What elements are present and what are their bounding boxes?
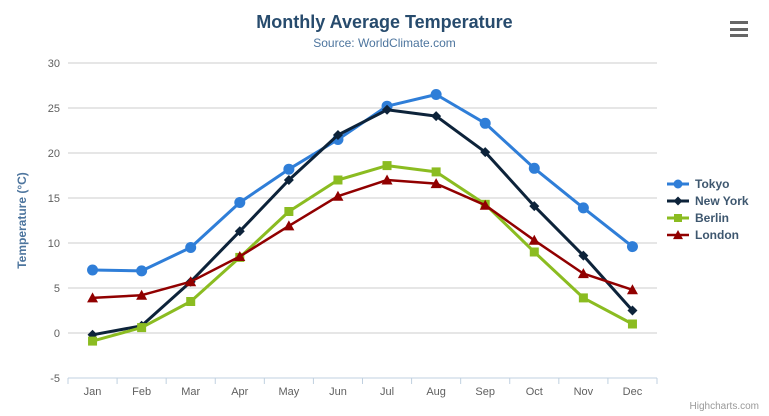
data-point-new-york-jul[interactable] <box>382 104 393 115</box>
triangle-series-marker-icon <box>667 229 689 239</box>
data-point-berlin-nov[interactable] <box>578 293 588 303</box>
series-line <box>92 178 633 300</box>
x-axis-label: Jul <box>380 386 394 398</box>
data-point-tokyo-feb[interactable] <box>136 265 148 277</box>
data-point-london-jan[interactable] <box>87 292 99 303</box>
data-point-london-feb[interactable] <box>136 289 148 300</box>
data-point-tokyo-apr[interactable] <box>234 197 246 208</box>
legend-item-label: London <box>695 227 739 242</box>
x-axis-label: Dec <box>623 386 643 398</box>
data-point-tokyo-may[interactable] <box>283 163 295 175</box>
legend: Tokyo New York Berlin London <box>667 175 749 243</box>
square-series-marker-icon <box>667 213 689 222</box>
data-point-new-york-oct[interactable] <box>529 201 540 212</box>
data-point-berlin-feb[interactable] <box>137 323 147 333</box>
x-axis-label: Apr <box>231 386 248 398</box>
x-axis-label: Nov <box>574 386 594 398</box>
data-point-new-york-aug[interactable] <box>431 111 442 122</box>
y-axis-tick-label: 20 <box>48 148 60 160</box>
data-point-berlin-dec[interactable] <box>627 319 637 329</box>
series-line <box>92 164 634 343</box>
data-point-berlin-aug[interactable] <box>431 167 441 177</box>
x-axis-label: May <box>278 386 299 398</box>
data-point-new-york-apr[interactable] <box>234 226 245 237</box>
legend-item-tokyo[interactable]: Tokyo <box>667 175 749 192</box>
diamond-marker-icon <box>673 196 683 205</box>
square-marker-icon <box>674 213 682 222</box>
chart-subtitle: Source: WorldClimate.com <box>313 36 456 50</box>
data-point-london-sep[interactable] <box>479 199 491 210</box>
data-point-berlin-may[interactable] <box>284 207 294 216</box>
data-point-tokyo-jan[interactable] <box>87 264 99 276</box>
data-point-tokyo-oct[interactable] <box>528 162 540 174</box>
y-axis-tick-label: 30 <box>48 58 60 70</box>
diamond-series-marker-icon <box>667 196 689 205</box>
data-point-london-nov[interactable] <box>577 268 589 279</box>
data-point-berlin-jul[interactable] <box>382 161 392 171</box>
series-line <box>92 108 634 337</box>
legend-item-label: Tokyo <box>695 176 730 191</box>
data-point-tokyo-sep[interactable] <box>479 117 491 129</box>
data-point-new-york-nov[interactable] <box>578 250 589 261</box>
data-point-london-jun[interactable] <box>332 190 344 201</box>
export-menu-button[interactable] <box>727 19 751 39</box>
data-point-london-aug[interactable] <box>430 178 442 189</box>
y-axis-title: Temperature (°C) <box>15 172 29 269</box>
legend-item-label: Berlin <box>695 210 730 225</box>
x-axis-label: Oct <box>526 386 543 398</box>
x-axis-label: Jun <box>329 386 347 398</box>
legend-item-new-york[interactable]: New York <box>667 192 749 209</box>
y-axis-tick-label: 0 <box>54 328 60 340</box>
data-point-berlin-oct[interactable] <box>529 247 539 257</box>
triangle-marker-icon <box>673 229 683 239</box>
circle-marker-icon <box>673 179 683 188</box>
data-point-london-oct[interactable] <box>528 234 540 245</box>
x-axis-label: Mar <box>181 386 200 398</box>
y-axis-tick-label: 15 <box>48 193 60 205</box>
series-new-york <box>87 104 638 340</box>
hamburger-menu-icon <box>730 27 748 31</box>
credits-link[interactable]: Highcharts.com <box>689 401 759 412</box>
data-point-berlin-mar[interactable] <box>186 297 196 306</box>
series-london <box>87 174 638 303</box>
chart-title: Monthly Average Temperature <box>256 12 513 32</box>
y-axis-tick-label: -5 <box>50 373 60 385</box>
data-point-london-may[interactable] <box>283 220 295 231</box>
data-point-london-dec[interactable] <box>626 284 638 295</box>
x-axis-label: Sep <box>475 386 495 398</box>
y-axis-tick-label: 5 <box>54 283 60 295</box>
data-point-berlin-jan[interactable] <box>88 336 98 346</box>
data-point-tokyo-mar[interactable] <box>185 242 197 253</box>
hamburger-menu-icon <box>730 34 748 37</box>
data-point-new-york-dec[interactable] <box>627 305 638 316</box>
data-point-tokyo-dec[interactable] <box>626 241 638 253</box>
hamburger-menu-icon <box>730 21 748 24</box>
data-point-london-mar[interactable] <box>185 276 197 287</box>
x-axis-label: Jan <box>84 386 102 398</box>
legend-item-berlin[interactable]: Berlin <box>667 209 749 226</box>
x-axis-label: Aug <box>426 386 446 398</box>
data-point-new-york-sep[interactable] <box>480 147 491 158</box>
legend-item-label: New York <box>695 193 749 208</box>
y-axis-tick-label: 25 <box>48 103 60 115</box>
y-axis-tick-label: 10 <box>48 238 60 250</box>
data-point-tokyo-nov[interactable] <box>577 202 589 214</box>
data-point-new-york-jun[interactable] <box>332 130 343 140</box>
legend-item-london[interactable]: London <box>667 226 749 243</box>
data-point-tokyo-aug[interactable] <box>430 89 442 100</box>
series-tokyo <box>87 89 638 277</box>
data-point-london-jul[interactable] <box>381 174 393 185</box>
circle-series-marker-icon <box>667 179 689 188</box>
data-point-new-york-may[interactable] <box>283 175 294 185</box>
x-axis-label: Feb <box>132 386 151 398</box>
data-point-berlin-jun[interactable] <box>333 175 343 185</box>
data-point-london-apr[interactable] <box>234 251 246 262</box>
